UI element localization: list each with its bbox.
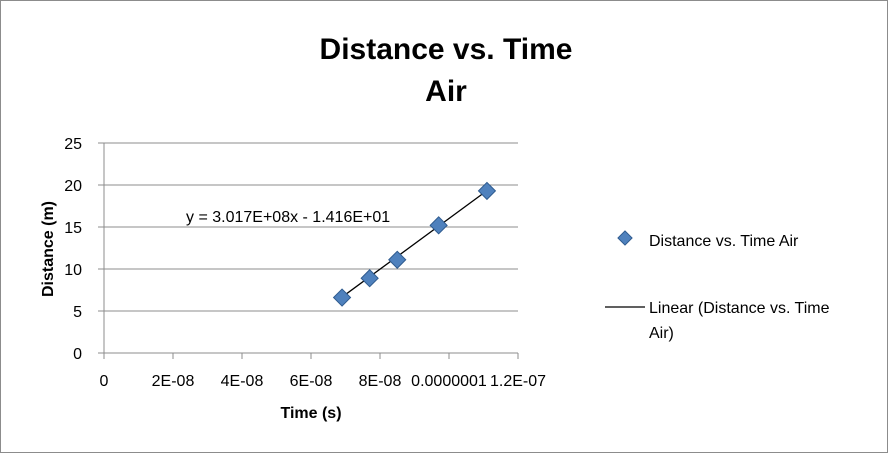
chart-title-line-2: Air [425,75,467,108]
x-axis-label: Time (s) [280,405,341,422]
y-tick-label: 20 [64,178,82,195]
y-tick-labels: 0 5 10 15 20 25 [64,136,82,363]
data-point-diamond [477,181,497,201]
gridlines [104,142,518,312]
x-tick-label: 0 [100,373,109,390]
axes [98,142,519,359]
legend-entry-trendline-line-1: Linear (Distance vs. Time [649,300,830,317]
x-tick-label: 4E-08 [221,373,264,390]
legend-entry-series: Distance vs. Time Air [649,233,799,250]
x-tick-label: 1.2E-07 [490,373,546,390]
data-points [332,181,497,307]
y-tick-label: 5 [73,304,82,321]
y-axis-label: Distance (m) [40,201,57,297]
legend: Distance vs. Time Air Linear (Distance v… [605,230,830,342]
x-tick-label: 8E-08 [359,373,402,390]
y-tick-label: 15 [64,220,82,237]
y-tick-label: 25 [64,136,82,153]
x-tick-label: 6E-08 [290,373,333,390]
x-tick-labels: 0 2E-08 4E-08 6E-08 8E-08 0.0000001 1.2E-07 [100,373,547,390]
data-point-diamond [429,216,448,235]
data-point-diamond [332,288,352,307]
legend-entry-trendline-line-2: Air) [649,325,674,342]
chart-title-line-1: Distance vs. Time [319,33,573,66]
x-tick-label: 0.0000001 [411,373,487,390]
y-tick-label: 0 [73,346,82,363]
data-point-diamond [388,250,407,269]
legend-marker-diamond [617,230,633,246]
x-tick-label: 2E-08 [152,373,195,390]
chart-title: Distance vs. Time Air [231,29,661,113]
data-point-diamond [360,269,379,288]
y-tick-label: 10 [64,262,82,279]
trendline-equation: y = 3.017E+08x - 1.416E+01 [186,209,390,226]
